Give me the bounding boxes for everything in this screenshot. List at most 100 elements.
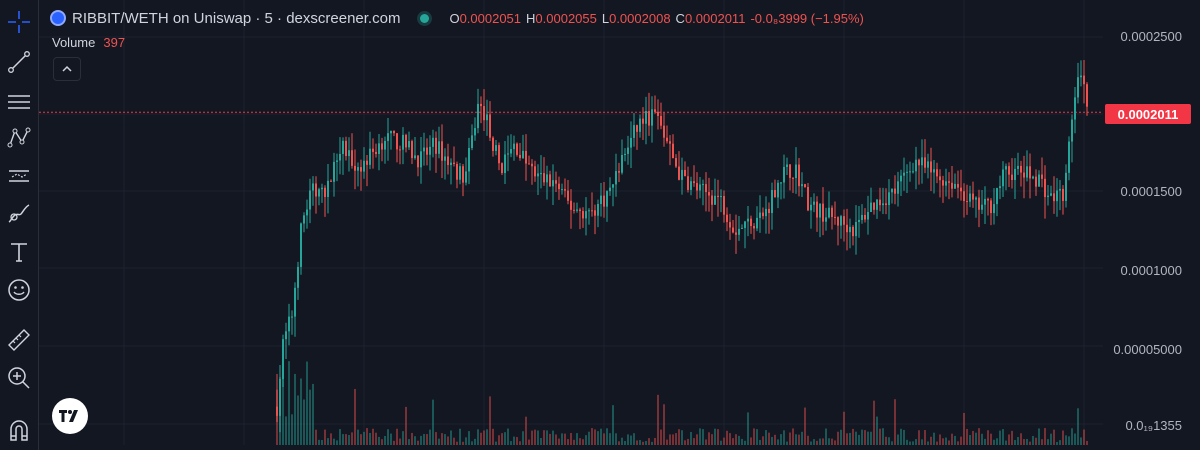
candle-body — [618, 171, 620, 173]
volume-bar — [357, 429, 359, 445]
candle-body — [942, 180, 944, 186]
volume-bar — [474, 438, 476, 445]
text-icon[interactable] — [0, 236, 38, 268]
candle-body — [1059, 188, 1061, 191]
volume-bar — [948, 440, 950, 445]
volume-bar — [603, 433, 605, 445]
volume-bar — [471, 441, 473, 445]
candle-body — [1041, 174, 1043, 179]
volume-bar — [708, 432, 710, 445]
volume-bar — [996, 438, 998, 445]
candle-body — [672, 143, 674, 159]
volume-bar — [876, 416, 878, 445]
candle-body — [522, 150, 524, 159]
volume-bar — [633, 433, 635, 445]
candle-body — [1020, 165, 1022, 173]
volume-bar — [1035, 437, 1037, 445]
emoji-icon[interactable] — [0, 274, 38, 306]
candle-body — [1056, 190, 1058, 202]
candle-body — [939, 176, 941, 181]
trend-line-icon[interactable] — [0, 46, 38, 78]
candle-body — [369, 148, 371, 165]
volume-bar — [642, 441, 644, 445]
volume-bar — [1056, 441, 1058, 445]
brush-icon[interactable] — [0, 198, 38, 230]
volume-bar — [705, 439, 707, 445]
candle-body — [570, 200, 572, 210]
volume-value: 397 — [103, 35, 126, 50]
candle-body — [459, 166, 461, 180]
volume-bar — [777, 439, 779, 445]
volume-bar — [837, 431, 839, 445]
volume-bar — [654, 437, 656, 445]
volume-bar — [366, 428, 368, 445]
volume-bar — [783, 430, 785, 445]
pattern-icon[interactable] — [0, 122, 38, 154]
volume-bar — [936, 441, 938, 445]
candle-body — [897, 181, 899, 194]
candle-body — [873, 202, 875, 210]
tradingview-logo[interactable] — [52, 398, 88, 434]
candle-body — [849, 226, 851, 233]
candle-body — [846, 224, 848, 233]
candle-body — [903, 172, 905, 176]
candle-body — [486, 114, 488, 121]
candle-body — [717, 195, 719, 198]
volume-bar — [675, 433, 677, 445]
candle-body — [744, 221, 746, 228]
volume-bar — [1005, 440, 1007, 445]
volume-bar — [321, 439, 323, 445]
forecast-icon[interactable] — [0, 160, 38, 192]
candle-body — [1011, 174, 1013, 181]
volume-bar — [768, 432, 770, 445]
candle-body — [912, 171, 914, 173]
candle-body — [954, 183, 956, 189]
candle-body — [537, 173, 539, 177]
candle-body — [594, 210, 596, 216]
volume-bar — [1014, 440, 1016, 445]
volume-bar — [489, 396, 491, 445]
collapse-legend-button[interactable] — [53, 57, 81, 81]
zoom-in-icon[interactable] — [0, 362, 38, 394]
candle-body — [732, 227, 734, 233]
candle-body — [972, 193, 974, 200]
candle-body — [966, 201, 968, 203]
volume-bar — [318, 439, 320, 445]
ruler-icon[interactable] — [0, 324, 38, 356]
volume-bar — [420, 435, 422, 445]
volume-indicator-label[interactable]: Volume 397 — [52, 35, 125, 50]
candle-body — [336, 160, 338, 162]
candle-body — [624, 153, 626, 156]
crosshair-icon[interactable] — [0, 6, 38, 38]
magnet-icon[interactable] — [0, 414, 38, 446]
candle-body — [747, 218, 749, 222]
horizontal-lines-icon[interactable] — [0, 86, 38, 118]
candle-body — [513, 143, 515, 150]
volume-bar — [411, 432, 413, 445]
symbol-title[interactable]: RIBBIT/WETH on Uniswap · 5 · dexscreener… — [72, 9, 401, 27]
candle-body — [330, 180, 332, 182]
volume-bar — [552, 430, 554, 445]
volume-bar — [597, 431, 599, 445]
volume-bar — [324, 429, 326, 445]
candle-body — [723, 196, 725, 215]
volume-bar — [447, 436, 449, 445]
price-chart[interactable] — [39, 0, 1200, 450]
volume-bar — [282, 376, 284, 445]
volume-bar — [846, 433, 848, 445]
candle-body — [507, 153, 509, 155]
volume-bar — [492, 428, 494, 445]
candle-body — [741, 227, 743, 229]
drawing-toolbar — [0, 0, 39, 450]
candle-body — [921, 157, 923, 166]
candle-body — [360, 167, 362, 172]
volume-bar — [906, 439, 908, 445]
volume-bar — [375, 432, 377, 445]
candle-body — [399, 149, 401, 151]
volume-bar — [897, 434, 899, 445]
candle-body — [918, 159, 920, 166]
volume-bar — [825, 428, 827, 445]
candle-body — [555, 180, 557, 184]
volume-bar — [300, 378, 302, 445]
volume-bar — [567, 439, 569, 445]
